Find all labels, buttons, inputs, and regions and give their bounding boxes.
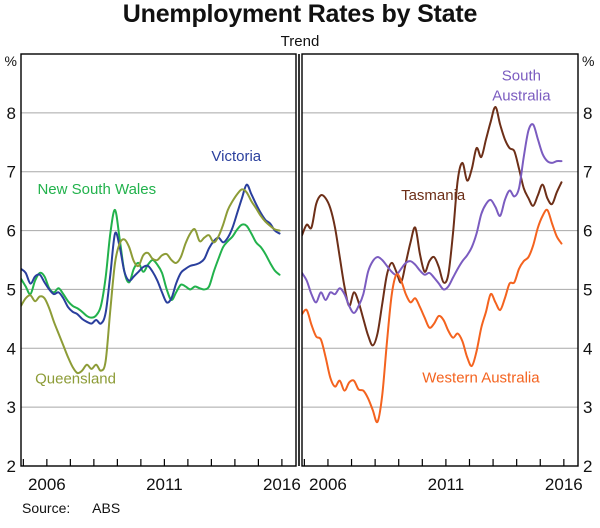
- axes-group: [20, 53, 579, 467]
- x-tick-label: 2006: [28, 475, 66, 494]
- series-label-western-australia: Western Australia: [422, 369, 540, 386]
- y-tick-label-right: 2: [583, 457, 592, 476]
- panel-frame: [301, 53, 579, 467]
- series-annotations-group: New South Wales Victoria Queensland Tasmani…: [35, 67, 551, 387]
- y-tick-label-left: 2: [7, 457, 16, 476]
- series-line-new-south-wales: [21, 208, 281, 319]
- x-tick-label: 2011: [146, 475, 183, 494]
- source-label: Source:: [22, 500, 71, 516]
- y-tick-label-right: 7: [583, 163, 592, 182]
- series-line-victoria: [21, 183, 281, 325]
- x-tick-label: 2016: [545, 475, 583, 494]
- source-note: Source: ABS: [22, 500, 120, 516]
- y-tick-label-right: 6: [583, 222, 592, 241]
- gridlines-group: [21, 112, 578, 408]
- y-tick-label-left: 6: [7, 222, 16, 241]
- y-tick-label-right: 4: [583, 339, 592, 358]
- series-line-western-australia: [302, 208, 563, 424]
- y-tick-label-left: 7: [7, 163, 16, 182]
- x-tick-label: 2016: [263, 475, 301, 494]
- series-label-tasmania: Tasmania: [401, 187, 466, 204]
- series-group: [21, 105, 563, 424]
- chart-subtitle: Trend: [280, 33, 320, 50]
- panel-frame: [20, 53, 297, 467]
- y-tick-label-left: 8: [7, 104, 16, 123]
- y-tick-label-left: 5: [7, 280, 16, 299]
- y-tick-label-left: 3: [7, 398, 16, 417]
- y-tick-label-right: 3: [583, 398, 592, 417]
- page-title: Unemployment Rates by State: [122, 0, 478, 28]
- series-line-south-australia: [302, 123, 563, 314]
- series-line-queensland: [21, 188, 281, 375]
- source-value: ABS: [92, 500, 121, 516]
- series-label-victoria: Victoria: [211, 148, 261, 165]
- y-tick-label-right: 8: [583, 104, 592, 123]
- series-label-queensland: Queensland: [35, 371, 116, 388]
- x-tick-label: 2006: [309, 475, 347, 494]
- series-label-south-australia: South Australia: [492, 67, 551, 104]
- series-line-tasmania: [302, 105, 563, 347]
- y-tick-label-right: 5: [583, 280, 592, 299]
- tick-labels-group: 2 2 3 3 4 4 5 5 6 6 7 7 8 8% % 2006 2011 2016 2006 2011 2016: [5, 53, 595, 494]
- series-label-new-south-wales: New South Wales: [37, 181, 156, 198]
- y-tick-label-left: 4: [7, 339, 16, 358]
- y-axis-unit-right: %: [582, 53, 594, 69]
- y-axis-unit-left: %: [5, 53, 17, 69]
- x-tick-label: 2011: [428, 475, 465, 494]
